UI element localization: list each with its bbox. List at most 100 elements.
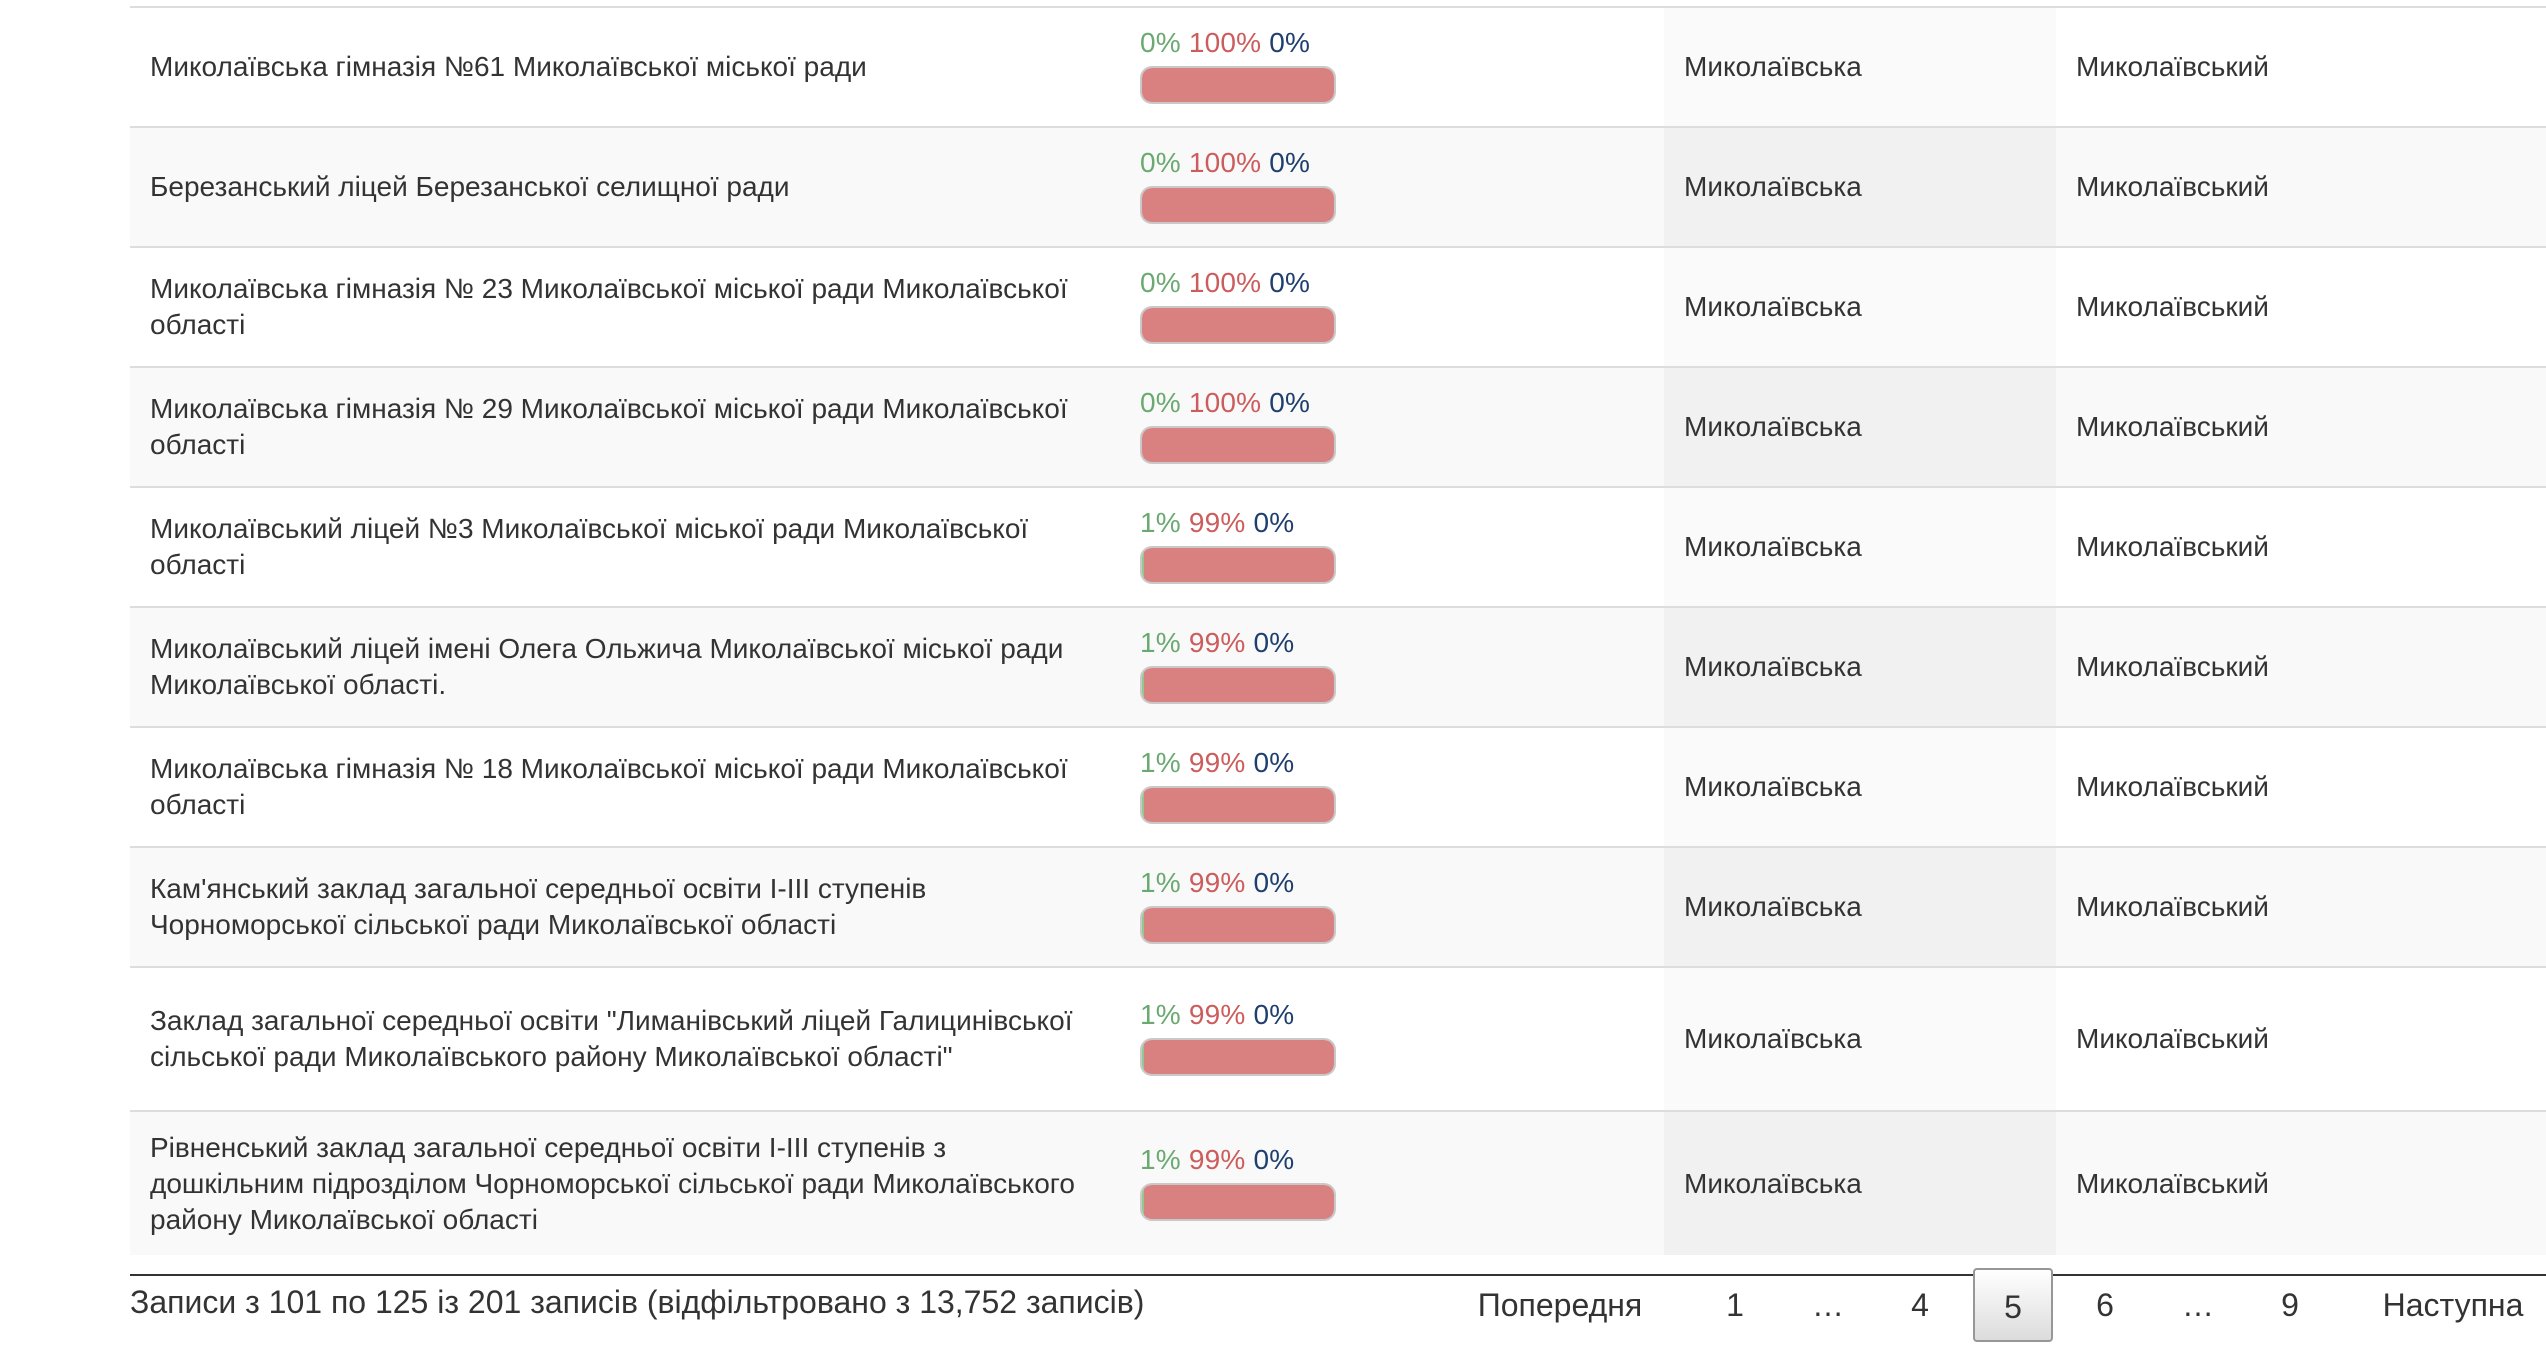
percent-line: 1% 99% 0% <box>1140 868 1664 898</box>
percent-green: 1% <box>1140 747 1181 778</box>
pagination-page-5-current[interactable]: 5 <box>1973 1268 2053 1342</box>
percent-green: 0% <box>1140 147 1181 178</box>
stats-block: 1% 99% 0% <box>1120 628 1664 704</box>
progress-bar <box>1140 186 1336 224</box>
school-name-cell: Миколаївська гімназія №61 Миколаївської … <box>130 6 1120 127</box>
progress-bar <box>1140 66 1336 104</box>
stats-block: 1% 99% 0% <box>1120 748 1664 824</box>
percent-green: 1% <box>1140 999 1181 1030</box>
table-row: Миколаївська гімназія №61 Миколаївської … <box>130 6 2546 127</box>
stats-block: 1% 99% 0% <box>1120 1143 1664 1221</box>
school-name-cell: Миколаївська гімназія № 18 Миколаївської… <box>130 726 1120 847</box>
progress-segment-green <box>1142 548 1144 582</box>
region-cell: Миколаївська <box>1664 246 2056 367</box>
school-name-cell: Рівненський заклад загальної середньої о… <box>130 1110 1120 1255</box>
percent-line: 0% 100% 0% <box>1140 148 1664 178</box>
progress-bar <box>1140 546 1336 584</box>
percent-red: 99% <box>1188 747 1246 778</box>
percent-blue: 0% <box>1253 867 1295 898</box>
percent-blue: 0% <box>1253 747 1295 778</box>
stats-block: 1% 99% 0% <box>1120 868 1664 944</box>
percent-red: 100% <box>1188 147 1262 178</box>
district-cell: Миколаївський <box>2056 966 2546 1111</box>
school-name-cell: Березанський ліцей Березанської селищної… <box>130 126 1120 247</box>
table-row: Заклад загальної середньої освіти "Лиман… <box>130 966 2546 1111</box>
percent-line: 1% 99% 0% <box>1140 508 1664 538</box>
percent-line: 0% 100% 0% <box>1140 28 1664 58</box>
progress-segment-red <box>1143 548 1334 582</box>
school-name-cell: Миколаївська гімназія № 29 Миколаївської… <box>130 366 1120 487</box>
progress-bar <box>1140 306 1336 344</box>
stats-block: 1% 99% 0% <box>1120 508 1664 584</box>
region-cell: Миколаївська <box>1664 126 2056 247</box>
stats-cell: 0% 100% 0% <box>1120 126 1664 247</box>
pagination-page-6[interactable]: 6 <box>2096 1287 2114 1323</box>
progress-segment-green <box>1142 1040 1144 1074</box>
pagination-previous-button[interactable]: Попередня <box>1477 1287 1643 1323</box>
stats-cell: 1% 99% 0% <box>1120 1110 1664 1255</box>
progress-segment-red <box>1143 668 1334 702</box>
progress-segment-green <box>1142 908 1144 942</box>
pagination-page-4[interactable]: 4 <box>1911 1287 1929 1323</box>
stats-block: 0% 100% 0% <box>1120 28 1664 104</box>
progress-bar <box>1140 1182 1336 1221</box>
pagination-page-1[interactable]: 1 <box>1726 1287 1744 1323</box>
stats-cell: 1% 99% 0% <box>1120 846 1664 967</box>
district-cell: Миколаївський <box>2056 6 2546 127</box>
district-cell: Миколаївський <box>2056 246 2546 367</box>
percent-red: 99% <box>1188 867 1246 898</box>
percent-green: 1% <box>1140 1143 1181 1175</box>
percent-green: 0% <box>1140 387 1181 418</box>
region-cell: Миколаївська <box>1664 486 2056 607</box>
stats-cell: 0% 100% 0% <box>1120 246 1664 367</box>
table-row: Кам'янський заклад загальної середньої о… <box>130 846 2546 967</box>
percent-red: 100% <box>1188 27 1262 58</box>
progress-segment-red <box>1143 908 1334 942</box>
percent-green: 1% <box>1140 867 1181 898</box>
region-cell: Миколаївська <box>1664 846 2056 967</box>
progress-segment-green <box>1142 788 1144 822</box>
percent-red: 99% <box>1188 999 1246 1030</box>
progress-segment-red <box>1143 788 1334 822</box>
pagination-ellipsis: … <box>1812 1287 1844 1323</box>
pagination: Попередня 1 … 4 5 6 … 9 Наступна <box>1460 1268 2546 1346</box>
percent-line: 1% 99% 0% <box>1140 1000 1664 1030</box>
percent-line: 0% 100% 0% <box>1140 388 1664 418</box>
table-row: Миколаївський ліцей імені Олега Ольжича … <box>130 606 2546 727</box>
stats-block: 0% 100% 0% <box>1120 268 1664 344</box>
percent-blue: 0% <box>1269 267 1311 298</box>
region-cell: Миколаївська <box>1664 606 2056 727</box>
pagination-page-9[interactable]: 9 <box>2281 1287 2299 1323</box>
percent-green: 0% <box>1140 27 1181 58</box>
percent-line: 1% 99% 0% <box>1140 1143 1664 1175</box>
table-row: Миколаївська гімназія № 18 Миколаївської… <box>130 726 2546 847</box>
percent-blue: 0% <box>1253 627 1295 658</box>
district-cell: Миколаївський <box>2056 846 2546 967</box>
percent-red: 100% <box>1188 387 1262 418</box>
stats-cell: 0% 100% 0% <box>1120 6 1664 127</box>
percent-line: 1% 99% 0% <box>1140 628 1664 658</box>
region-cell: Миколаївська <box>1664 966 2056 1111</box>
region-cell: Миколаївська <box>1664 6 2056 127</box>
stats-cell: 1% 99% 0% <box>1120 966 1664 1111</box>
district-cell: Миколаївський <box>2056 606 2546 727</box>
district-cell: Миколаївський <box>2056 1110 2546 1255</box>
stats-cell: 1% 99% 0% <box>1120 726 1664 847</box>
stats-block: 0% 100% 0% <box>1120 388 1664 464</box>
progress-segment-red <box>1143 1184 1334 1219</box>
pagination-next-button[interactable]: Наступна <box>2382 1287 2524 1323</box>
percent-green: 1% <box>1140 627 1181 658</box>
table-row: Березанський ліцей Березанської селищної… <box>130 126 2546 247</box>
region-cell: Миколаївська <box>1664 726 2056 847</box>
progress-segment-red <box>1142 308 1334 342</box>
percent-red: 99% <box>1188 1143 1246 1175</box>
progress-bar <box>1140 426 1336 464</box>
percent-blue: 0% <box>1253 999 1295 1030</box>
stats-cell: 0% 100% 0% <box>1120 366 1664 487</box>
percent-blue: 0% <box>1269 387 1311 418</box>
table-row: Рівненський заклад загальної середньої о… <box>130 1110 2546 1255</box>
school-name-cell: Миколаївська гімназія № 23 Миколаївської… <box>130 246 1120 367</box>
progress-segment-green <box>1142 1184 1144 1219</box>
stats-cell: 1% 99% 0% <box>1120 486 1664 607</box>
